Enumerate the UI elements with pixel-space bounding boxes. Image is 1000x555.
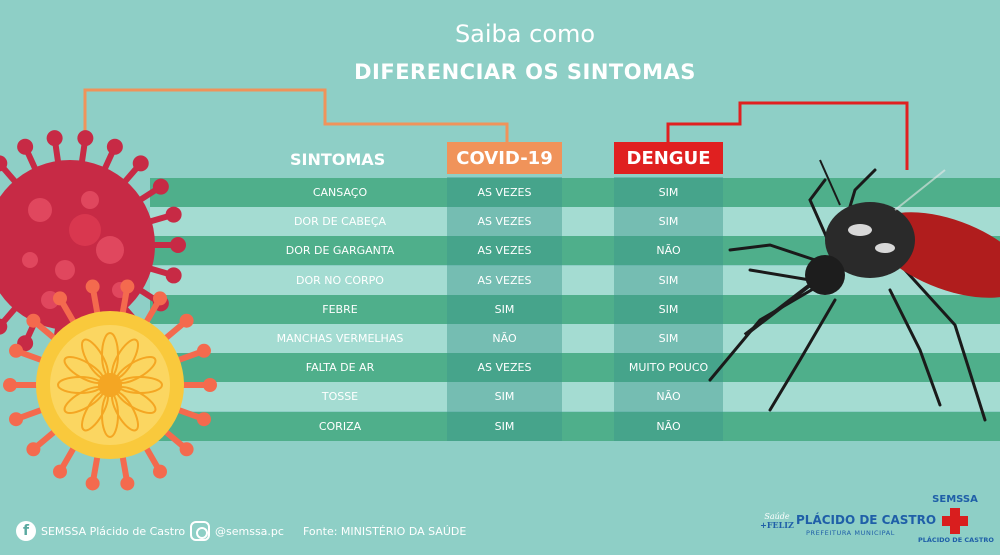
dengue-cell: SIM xyxy=(658,302,679,316)
footer-instagram: @semssa.pc xyxy=(190,518,284,544)
symptom-cell: MANCHAS VERMELHAS xyxy=(276,332,404,345)
symptom-cell: FEBRE xyxy=(322,302,358,316)
source-text: Fonte: MINISTÉRIO DA SAÚDE xyxy=(303,524,467,538)
table-stripe xyxy=(150,178,1000,207)
prefeitura-subtitle: PREFEITURA MUNICIPAL xyxy=(806,529,895,537)
covid-cell: SIM xyxy=(494,390,515,404)
table-row: CORIZA SIM NÃO xyxy=(0,412,1000,441)
dengue-cell: NÃO xyxy=(656,244,681,258)
placido-de-castro-logo: Saúde +FELIZ PLÁCIDO DE CASTRO PREFEITUR… xyxy=(760,510,936,546)
covid-cell: AS VEZES xyxy=(477,273,532,287)
semssa-name: SEMSSA xyxy=(932,494,978,505)
symptom-cell: CORIZA xyxy=(318,419,362,433)
semssa-subtitle: PLÁCIDO DE CASTRO xyxy=(918,536,994,544)
covid-cell: SIM xyxy=(494,419,515,433)
symptom-cell: DOR DE CABEÇA xyxy=(293,215,387,229)
header-symptoms: SINTOMAS xyxy=(290,150,386,169)
symptom-cell: CANSAÇO xyxy=(312,186,368,199)
table-stripe xyxy=(150,411,1000,441)
table-row: FALTA DE AR AS VEZES MUITO POUCO xyxy=(0,353,1000,382)
covid-column-band xyxy=(447,177,562,441)
semssa-logo: SEMSSA PLÁCIDO DE CASTRO xyxy=(918,494,994,550)
facebook-icon: f xyxy=(16,521,36,541)
instagram-handle: @semssa.pc xyxy=(215,524,284,538)
facebook-handle: SEMSSA Plácido de Castro xyxy=(41,524,186,538)
title-line-2: DIFERENCIAR OS SINTOMAS xyxy=(354,60,696,84)
table-stripe xyxy=(150,324,1000,353)
saude-feliz-logo: Saúde +FELIZ xyxy=(760,512,794,544)
saude-feliz-line-2: +FELIZ xyxy=(760,520,794,530)
saude-feliz-line-1: Saúde xyxy=(764,512,790,521)
footer-facebook: f SEMSSA Plácido de Castro xyxy=(16,518,185,544)
header-covid: COVID-19 xyxy=(447,142,562,174)
table-stripe xyxy=(150,382,1000,412)
covid-cell: SIM xyxy=(494,302,515,316)
dengue-cell: SIM xyxy=(658,332,679,345)
symptom-cell: DOR DE GARGANTA xyxy=(285,244,395,258)
dengue-cell: MUITO POUCO xyxy=(628,361,709,375)
table-row: TOSSE SIM NÃO xyxy=(0,382,1000,411)
table-stripe xyxy=(150,294,1000,324)
dengue-column-band xyxy=(614,177,723,441)
covid-cell: AS VEZES xyxy=(477,186,532,199)
table-stripe xyxy=(150,353,1000,383)
mosquito-illustration xyxy=(708,159,1000,422)
covid-cell: NÃO xyxy=(492,332,517,345)
table-row: CANSAÇO AS VEZES SIM xyxy=(0,178,1000,207)
table-row: FEBRE SIM SIM xyxy=(0,295,1000,324)
covid-connector-line xyxy=(83,88,509,142)
covid-cell: AS VEZES xyxy=(477,215,532,229)
title-line-1: Saiba como xyxy=(454,20,596,48)
symptom-cell: DOR NO CORPO xyxy=(296,273,384,287)
placido-name: PLÁCIDO DE CASTRO xyxy=(796,513,937,527)
footer-source: Fonte: MINISTÉRIO DA SAÚDE xyxy=(303,518,466,544)
table-row: MANCHAS VERMELHAS NÃO SIM xyxy=(0,324,1000,353)
dengue-cell: NÃO xyxy=(656,419,681,433)
dengue-connector-line xyxy=(666,101,909,170)
dengue-cell: SIM xyxy=(658,186,679,199)
dengue-cell: NÃO xyxy=(656,390,681,404)
dengue-cell: SIM xyxy=(658,215,679,229)
symptom-cell: FALTA DE AR xyxy=(305,361,375,375)
instagram-icon xyxy=(190,521,210,541)
table-row: DOR DE GARGANTA AS VEZES NÃO xyxy=(0,236,1000,265)
symptom-cell: TOSSE xyxy=(321,390,359,404)
coronavirus-red-illustration xyxy=(0,130,186,360)
dengue-cell: SIM xyxy=(658,273,679,287)
table-row: DOR NO CORPO AS VEZES SIM xyxy=(0,266,1000,295)
coronavirus-yellow-illustration xyxy=(3,279,217,491)
covid-cell: AS VEZES xyxy=(477,361,532,375)
header-dengue: DENGUE xyxy=(614,142,723,174)
table-row: DOR DE CABEÇA AS VEZES SIM xyxy=(0,207,1000,236)
covid-cell: AS VEZES xyxy=(477,244,532,258)
